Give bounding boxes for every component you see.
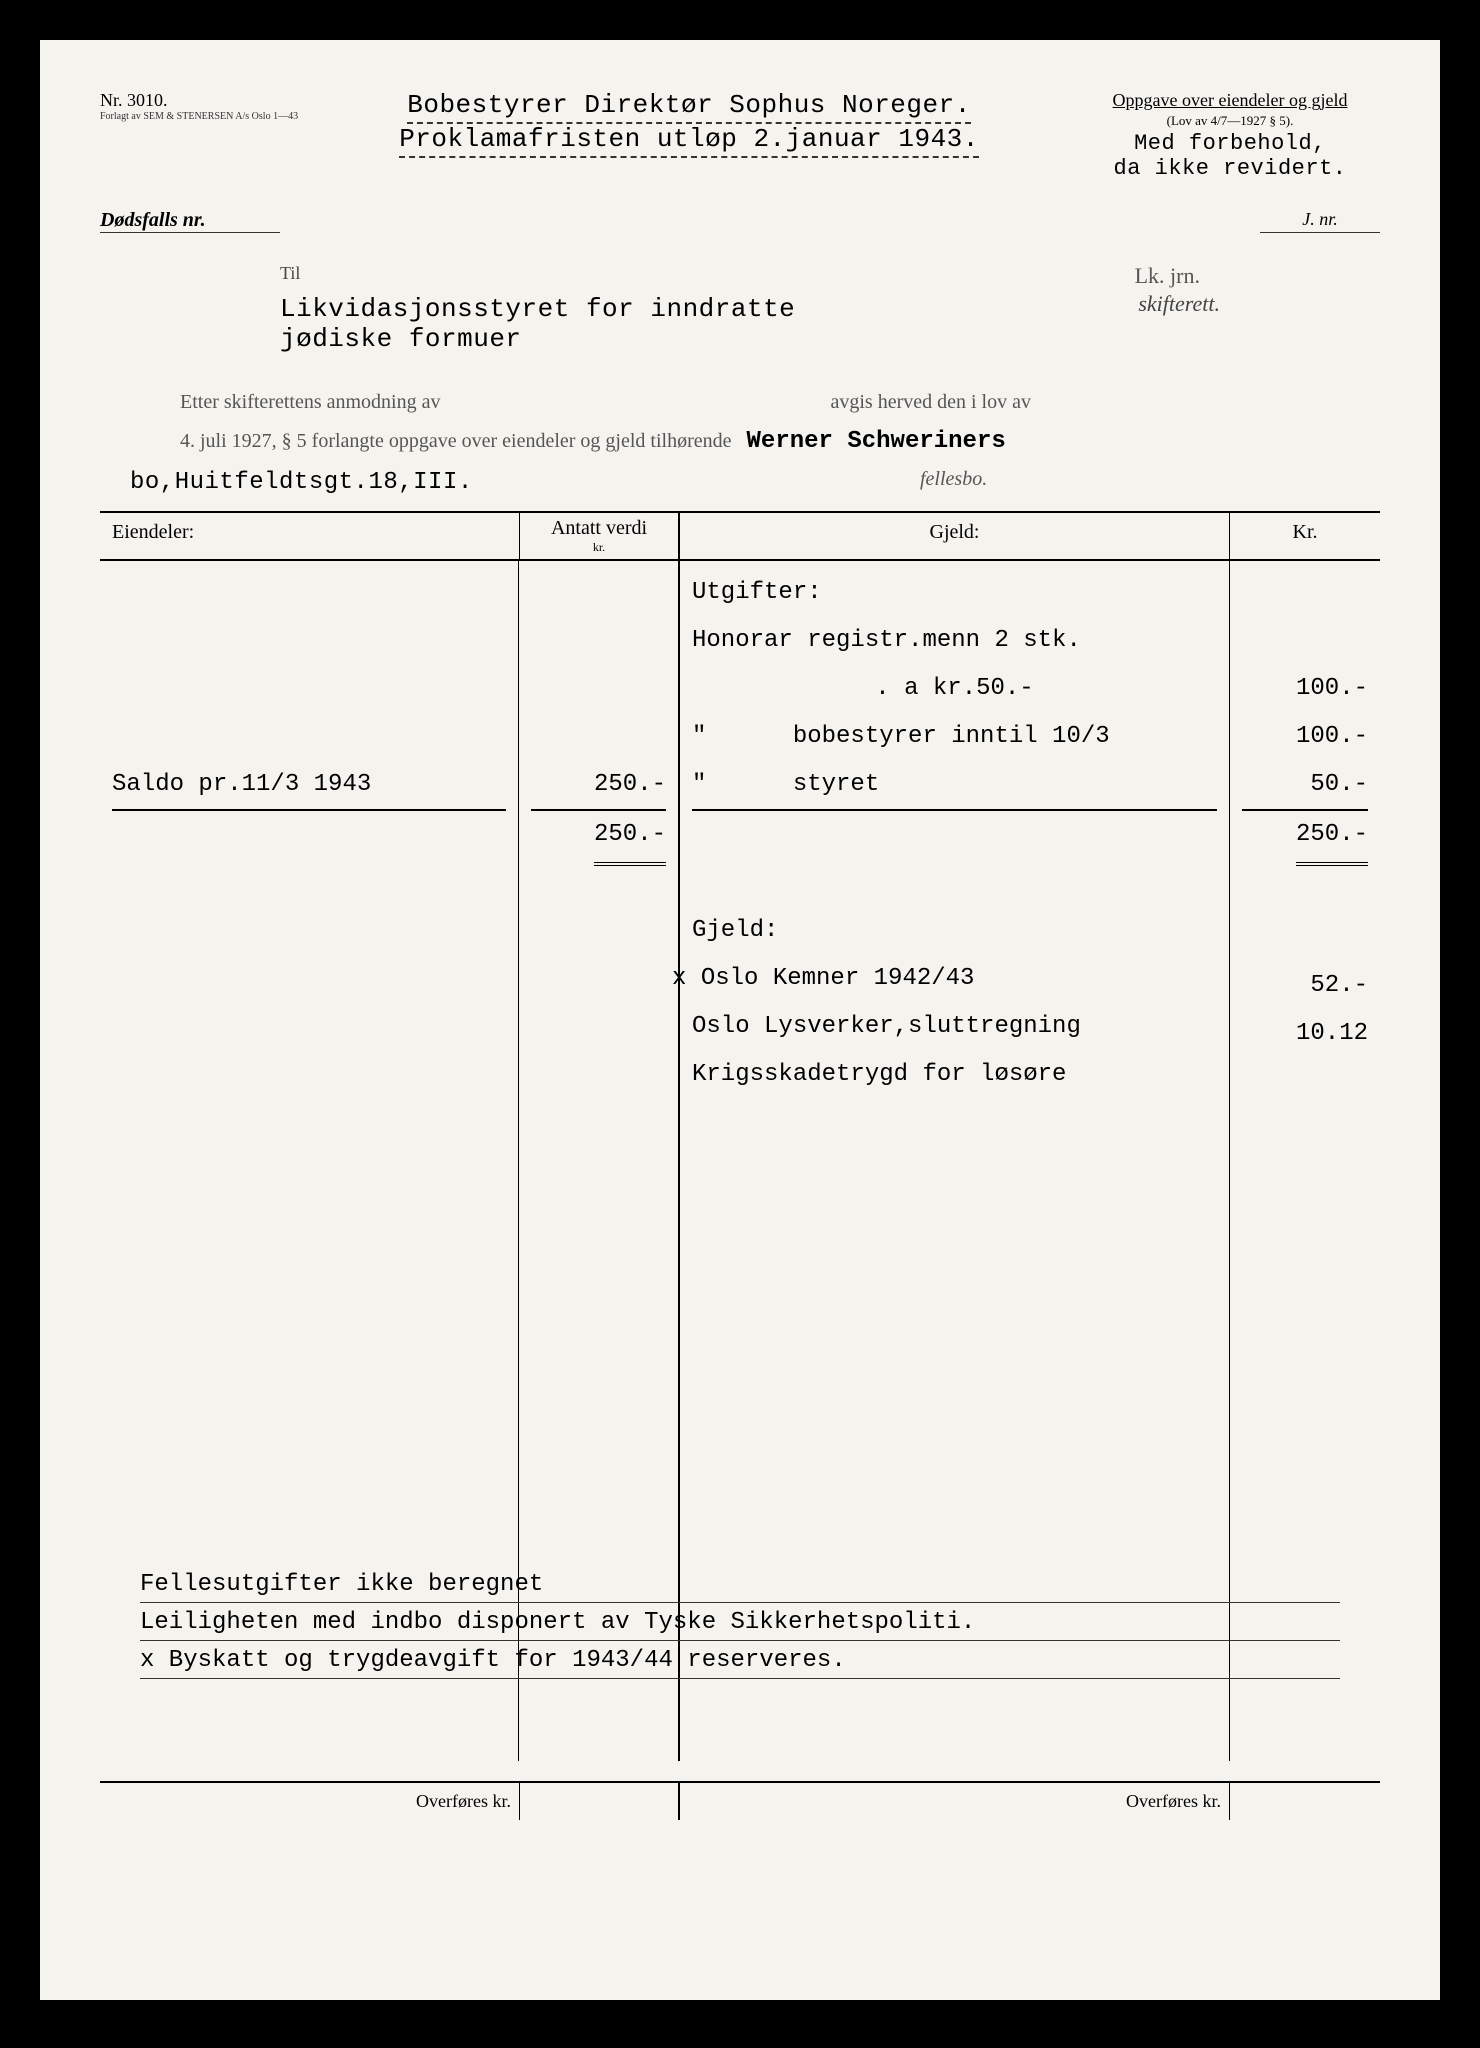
- col-verdi-header: Antatt verdi kr.: [520, 513, 680, 559]
- jnr-label: J. nr.: [1260, 209, 1380, 233]
- lk-jrn-note: Lk. jrn.: [1135, 263, 1200, 289]
- footer-note-2: Leiligheten med indbo disponert av Tyske…: [140, 1605, 1340, 1641]
- addressee-block: Til Lk. jrn. skifterett. Likvidasjonssty…: [280, 263, 1380, 354]
- antatt-label: Antatt verdi: [551, 517, 647, 539]
- gjeld-r3-val: 50.-: [1242, 761, 1368, 811]
- eiendeler-total: 250.-: [594, 811, 666, 866]
- addressee-line-2: jødiske formuer: [280, 324, 1380, 354]
- right-sub: (Lov av 4/7—1927 § 5).: [1080, 113, 1380, 129]
- right-note-1: Med forbehold,: [1080, 131, 1380, 156]
- utgifter-label: Utgifter:: [692, 569, 1217, 617]
- g1-text: Oslo Kemner 1942/43: [701, 965, 975, 992]
- center-header: Bobestyrer Direktør Sophus Noreger. Prok…: [298, 90, 1080, 158]
- gjeld-g1-val: 52.-: [1242, 962, 1368, 1010]
- col-kr-header: Kr.: [1230, 513, 1380, 559]
- form-number: Nr. 3010.: [100, 90, 260, 111]
- document-page: Nr. 3010. Forlagt av SEM & STENERSEN A/s…: [40, 40, 1440, 2000]
- overfores-row: Overføres kr. Overføres kr.: [100, 1781, 1380, 1820]
- skifterett-label: skifterett.: [1138, 291, 1220, 317]
- dodsfalls-label: Dødsfalls nr.: [100, 209, 280, 233]
- body-post1: avgis herved den i lov av: [830, 391, 1031, 413]
- ledger-body: Saldo pr.11/3 1943 250.- 250.- Utgifter:…: [100, 561, 1380, 1761]
- eiendeler-row-1: Saldo pr.11/3 1943: [112, 761, 506, 811]
- right-note-2: da ikke revidert.: [1080, 156, 1380, 181]
- eiendeler-val-1: 250.-: [531, 761, 666, 811]
- gjeld-r3: " styret: [692, 761, 1217, 811]
- gjeld-r2: " bobestyrer inntil 10/3: [692, 713, 1217, 761]
- person-name: Werner Schweriners: [747, 428, 1006, 455]
- overfores-right-val: [1230, 1783, 1380, 1820]
- gjeld-r1-val: 100.-: [1242, 665, 1368, 713]
- form-number-block: Nr. 3010. Forlagt av SEM & STENERSEN A/s…: [100, 90, 298, 122]
- body-pre2: 4. juli 1927, § 5 forlangte oppgave over…: [180, 430, 732, 452]
- footer-notes: Fellesutgifter ikke beregnet Leiligheten…: [140, 1567, 1340, 1681]
- kr-sub-label: kr.: [528, 540, 670, 555]
- ledger-header: Eiendeler: Antatt verdi kr. Gjeld: Kr.: [100, 513, 1380, 561]
- right-title: Oppgave over eiendeler og gjeld: [1080, 90, 1380, 111]
- overfores-left-val: [520, 1783, 680, 1820]
- header-line-1: Bobestyrer Direktør Sophus Noreger.: [407, 90, 971, 124]
- gjeld-g1: x Oslo Kemner 1942/43: [692, 955, 1217, 1003]
- col-gjeld-header: Gjeld:: [680, 513, 1230, 559]
- col-eiendeler-header: Eiendeler:: [100, 513, 520, 559]
- gjeld-g3: Krigsskadetrygd for løsøre: [692, 1051, 1217, 1099]
- header-line-2: Proklamafristen utløp 2.januar 1943.: [399, 124, 979, 158]
- body-pre1: Etter skifterettens anmodning av: [180, 391, 440, 413]
- overfores-right: Overføres kr.: [680, 1783, 1230, 1820]
- right-header: Oppgave over eiendeler og gjeld (Lov av …: [1080, 90, 1380, 181]
- overfores-left: Overføres kr.: [100, 1783, 520, 1820]
- footer-note-1: Fellesutgifter ikke beregnet: [140, 1567, 1340, 1603]
- gjeld-g2: Oslo Lysverker,sluttregning: [692, 1003, 1217, 1051]
- gjeld-g2-val: 10.12: [1242, 1010, 1368, 1058]
- gjeld-r1: Honorar registr.menn 2 stk.: [692, 617, 1217, 665]
- til-label: Til: [280, 263, 1380, 284]
- gjeld-label: Gjeld:: [692, 907, 1217, 955]
- gjeld-subtotal: 250.-: [1296, 811, 1368, 866]
- gjeld-r2-val: 100.-: [1242, 713, 1368, 761]
- footer-note-3: x Byskatt og trygdeavgift for 1943/44 re…: [140, 1643, 1340, 1679]
- ledger-table: Eiendeler: Antatt verdi kr. Gjeld: Kr. S…: [100, 511, 1380, 1820]
- body-text: Etter skifterettens anmodning av avgis h…: [180, 384, 1380, 463]
- fellesbo-label: fellesbo.: [920, 468, 1380, 491]
- printer-info: Forlagt av SEM & STENERSEN A/s Oslo 1—43: [100, 111, 298, 122]
- header-row: Nr. 3010. Forlagt av SEM & STENERSEN A/s…: [100, 90, 1380, 181]
- gjeld-r1b: . a kr.50.-: [692, 665, 1217, 713]
- g1-mark: x: [672, 965, 686, 992]
